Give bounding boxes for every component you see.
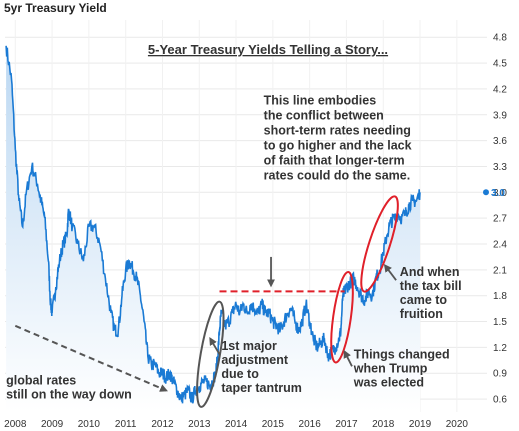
y-tick-label: 4.5 <box>493 59 507 70</box>
y-tick-label: 2.1 <box>493 265 507 276</box>
taper-arrow <box>209 337 221 355</box>
annotation-taper-line: taper tantrum <box>221 381 302 395</box>
y-tick-label: 3.9 <box>493 110 507 121</box>
annotation-trump-line: was elected <box>353 376 424 390</box>
header-bar: 5yr Treasury Yield <box>0 0 519 16</box>
x-tick-label: 2019 <box>409 419 432 430</box>
annotation-taxbill-line: fruition <box>400 307 443 321</box>
chart-title: 5-Year Treasury Yields Telling a Story..… <box>148 42 388 57</box>
current-value-label: 3.0 <box>491 188 505 199</box>
y-tick-label: 3.6 <box>493 136 507 147</box>
annotation-story-line: short-term rates needing <box>264 123 411 137</box>
x-tick-label: 2008 <box>4 419 27 430</box>
y-tick-label: 1.8 <box>493 291 507 302</box>
trump-election-ellipse <box>330 270 354 364</box>
x-tick-label: 2017 <box>335 419 358 430</box>
annotation-global-line: global rates <box>6 373 76 387</box>
annotation-story-line: of faith that longer-term <box>264 153 405 167</box>
global-rates-arrow <box>14 324 168 392</box>
x-axis-labels: 2008 2009 2010 2011 2012 2013 2014 2015 2016 2017… <box>4 419 468 430</box>
tax-bill-ellipse <box>360 195 399 293</box>
taper-tantrum-ellipse <box>196 300 225 408</box>
y-tick-label: 2.4 <box>493 240 507 251</box>
tax-bill-arrow <box>383 263 397 281</box>
annotation-taper-line: due to <box>221 367 259 381</box>
y-tick-label: 3.0 <box>493 188 507 199</box>
y-tick-label: 0.9 <box>493 369 507 380</box>
annotation-global-line: still on the way down <box>6 387 132 401</box>
x-tick-label: 2011 <box>115 419 137 430</box>
series-area-fill <box>6 45 420 413</box>
x-tick-label: 2020 <box>446 419 469 430</box>
annotation-taxbill-line: came to <box>400 293 448 307</box>
y-tick-label: 2.7 <box>493 214 507 225</box>
annotation-story-line: to go higher and the lack <box>264 138 412 152</box>
y-tick-label: 1.2 <box>493 343 507 354</box>
x-tick-label: 2016 <box>299 419 322 430</box>
y-tick-label: 3.3 <box>493 162 507 173</box>
x-tick-label: 2018 <box>372 419 395 430</box>
y-tick-label: 4.2 <box>493 84 507 95</box>
annotation-taxbill-line: And when <box>400 265 460 279</box>
trump-arrow <box>343 349 353 367</box>
annotation-story-line: the conflict between <box>264 108 384 122</box>
x-tick-label: 2013 <box>188 419 211 430</box>
x-tick-label: 2015 <box>262 419 285 430</box>
window-title: 5yr Treasury Yield <box>4 1 107 15</box>
annotation-story-line: This line embodies <box>264 93 377 107</box>
y-tick-label: 0.6 <box>493 395 507 406</box>
annotation-taxbill-line: the tax bill <box>400 279 462 293</box>
annotation-story-line: rates could do the same. <box>264 168 411 182</box>
current-value-marker <box>483 189 489 196</box>
x-tick-label: 2012 <box>151 419 174 430</box>
x-tick-label: 2010 <box>78 419 101 430</box>
series-line <box>5 45 421 404</box>
x-tick-label: 2014 <box>225 419 248 430</box>
annotation-taper-line: 1st major <box>221 339 277 353</box>
y-tick-label: 1.5 <box>493 317 507 328</box>
annotation-trump-line: Things changed <box>354 348 450 362</box>
annotation-trump-line: when Trump <box>353 362 428 376</box>
annotation-taper-line: adjustment <box>221 353 289 367</box>
y-tick-label: 4.8 <box>493 33 507 44</box>
y-axis-labels: 0.6 0.9 1.2 1.5 1.8 2.1 2.4 2.7 3.0 3.3 3.6 3.9 4.2 4… <box>493 33 507 406</box>
x-tick-label: 2009 <box>41 419 64 430</box>
